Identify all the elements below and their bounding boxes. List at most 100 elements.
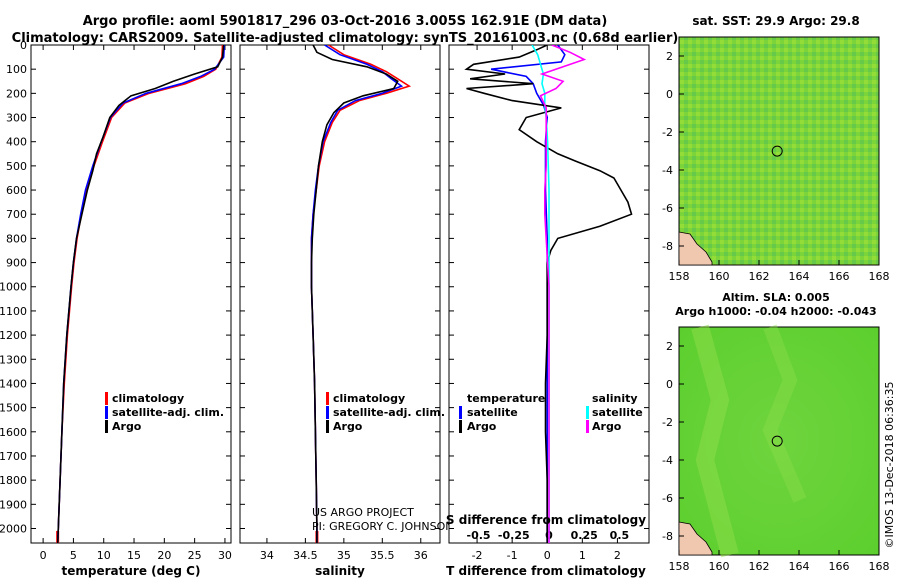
- depth-tick-label: 400: [6, 136, 27, 149]
- x-tick-label: -2: [472, 549, 483, 562]
- map-y-tick-label: -4: [662, 454, 673, 467]
- depth-tick-label: 1600: [0, 426, 27, 439]
- difference-panel: -2 -1 0 1 2-0.5 -0.25 0 0.25 0.5 S difference fr…: [446, 44, 650, 578]
- depth-tick-label: 1300: [0, 353, 27, 366]
- series-line-argo: [56, 45, 225, 543]
- legend-label-argo: Argo: [112, 420, 142, 433]
- x-tick-label: 30: [218, 549, 232, 562]
- temperature-legend: climatology satellite-adj. clim. Argo: [105, 392, 224, 433]
- legend-swatch-t-argo: [459, 420, 462, 433]
- map-x-tick-label: 158: [669, 270, 690, 283]
- argo-location-marker: [771, 145, 783, 157]
- map-x-tick-label: 158: [669, 560, 690, 573]
- temperature-x-ticks: 0 5 10 15 20 25 30: [31, 44, 232, 562]
- x-tick-label: 5: [70, 549, 77, 562]
- depth-tick-label: 1200: [0, 329, 27, 342]
- x-tick-label: 1: [579, 549, 586, 562]
- x-tick-label: 36: [414, 549, 428, 562]
- depth-tick-label: 1800: [0, 474, 27, 487]
- depth-tick-label: 1700: [0, 450, 27, 463]
- x-tick-label: 0: [40, 549, 47, 562]
- map-y-tick-label: -2: [662, 126, 673, 139]
- depth-tick-label: 1000: [0, 281, 27, 294]
- map-x-tick-label: 162: [749, 560, 770, 573]
- salinity-legend: climatology satellite-adj. clim. Argo: [326, 392, 445, 433]
- legend-swatch-climatology: [105, 392, 108, 405]
- map-y-tick-label: -8: [662, 240, 673, 253]
- sla-map-panel: Altim. SLA: 0.005 Argo h1000: -0.04 h200…: [662, 291, 889, 573]
- legend-title-salinity: salinity: [592, 392, 638, 405]
- map-y-tick-label: 2: [666, 50, 673, 63]
- figure-title: Argo profile: aoml 5901817_296 03-Oct-20…: [83, 14, 608, 29]
- map-x-tick-label: 168: [869, 270, 890, 283]
- sla-map-title: Altim. SLA: 0.005: [722, 291, 829, 304]
- depth-tick-label: 600: [6, 184, 27, 197]
- sla-ridge: [691, 324, 739, 558]
- depth-tick-label: 500: [6, 160, 27, 173]
- temperature-xlabel: temperature (deg C): [62, 564, 201, 578]
- legend-swatch-s-argo: [586, 420, 589, 433]
- legend-label-t-argo: Argo: [467, 420, 497, 433]
- depth-tick-label: 1100: [0, 305, 27, 318]
- legend-swatch-t-satellite: [459, 406, 462, 419]
- difference-lines: [464, 45, 633, 543]
- figure-subtitle: Climatology: CARS2009. Satellite-adjuste…: [12, 31, 679, 46]
- land-mass: [678, 231, 713, 266]
- credit-pi: PI: GREGORY C. JOHNSON: [312, 520, 453, 533]
- t-difference-label: T difference from climatology: [446, 564, 646, 578]
- depth-axis: 0 100 200 300 400 500 600 700 800 900 1000 1100 1200…: [0, 39, 27, 535]
- map-x-tick-label: 166: [829, 560, 850, 573]
- map-y-tick-label: -4: [662, 164, 673, 177]
- sla-map-ticks: 158 160 162 164 166 168 2 0 -2 -4 -6 -8: [662, 340, 889, 573]
- depth-tick-label: 1400: [0, 377, 27, 390]
- map-x-tick-label: 160: [709, 270, 730, 283]
- x-tick-label: 10: [97, 549, 111, 562]
- x-tick-label: 0: [544, 549, 551, 562]
- map-y-tick-label: -2: [662, 416, 673, 429]
- s-tick-label: 0.25: [571, 529, 598, 542]
- x-tick-label: 34: [260, 549, 274, 562]
- legend-label-satellite: satellite-adj. clim.: [112, 406, 224, 419]
- s-difference-label: S difference from climatology: [446, 513, 646, 527]
- legend-swatch-argo: [326, 420, 329, 433]
- salinity-panel: 34 34.5 35 35.5 36 salinity climatology sate…: [239, 44, 453, 578]
- legend-swatch-s-satellite: [586, 406, 589, 419]
- sla-ridge: [762, 324, 807, 503]
- sst-map-panel: sat. SST: 29.9 Argo: 29.8 158 160 162 164 16…: [662, 14, 889, 283]
- depth-tick-label: 0: [20, 39, 27, 52]
- x-tick-label: 34.5: [293, 549, 318, 562]
- map-y-tick-label: -8: [662, 530, 673, 543]
- depth-tick-label: 100: [6, 63, 27, 76]
- s-tick-label: -0.25: [498, 529, 530, 542]
- legend-title-temperature: temperature: [467, 392, 545, 405]
- depth-tick-label: 200: [6, 87, 27, 100]
- x-tick-label: 15: [127, 549, 141, 562]
- salinity-plot-area: [239, 44, 441, 544]
- sst-map-ticks: 158 160 162 164 166 168 2 0 -2 -4 -6 -8: [662, 50, 889, 283]
- x-tick-label: -1: [507, 549, 518, 562]
- map-y-tick-label: 0: [666, 378, 673, 391]
- credit-project: US ARGO PROJECT: [312, 506, 414, 519]
- map-x-tick-label: 166: [829, 270, 850, 283]
- legend-swatch-climatology: [326, 392, 329, 405]
- temperature-panel: 0 5 10 15 20 25 30 temperature (deg C) climato…: [30, 44, 232, 578]
- map-y-tick-label: -6: [662, 202, 673, 215]
- map-x-tick-label: 164: [789, 270, 810, 283]
- land-mass: [678, 521, 713, 556]
- series-line-argo: [310, 45, 399, 543]
- legend-label-climatology: climatology: [333, 392, 405, 405]
- depth-tick-label: 2000: [0, 522, 27, 535]
- legend-label-climatology: climatology: [112, 392, 184, 405]
- depth-tick-label: 1900: [0, 498, 27, 511]
- x-tick-label: 35.5: [370, 549, 395, 562]
- x-tick-label: 20: [157, 549, 171, 562]
- salinity-x-ticks: 34 34.5 35 35.5 36: [240, 44, 440, 562]
- legend-label-s-satellite: satellite: [592, 406, 643, 419]
- series-line-s-argo: [539, 45, 587, 543]
- temperature-lines: [56, 45, 226, 543]
- legend-label-s-argo: Argo: [592, 420, 622, 433]
- temperature-plot-area: [30, 44, 232, 544]
- legend-label-satellite: satellite-adj. clim.: [333, 406, 445, 419]
- map-y-tick-label: 2: [666, 340, 673, 353]
